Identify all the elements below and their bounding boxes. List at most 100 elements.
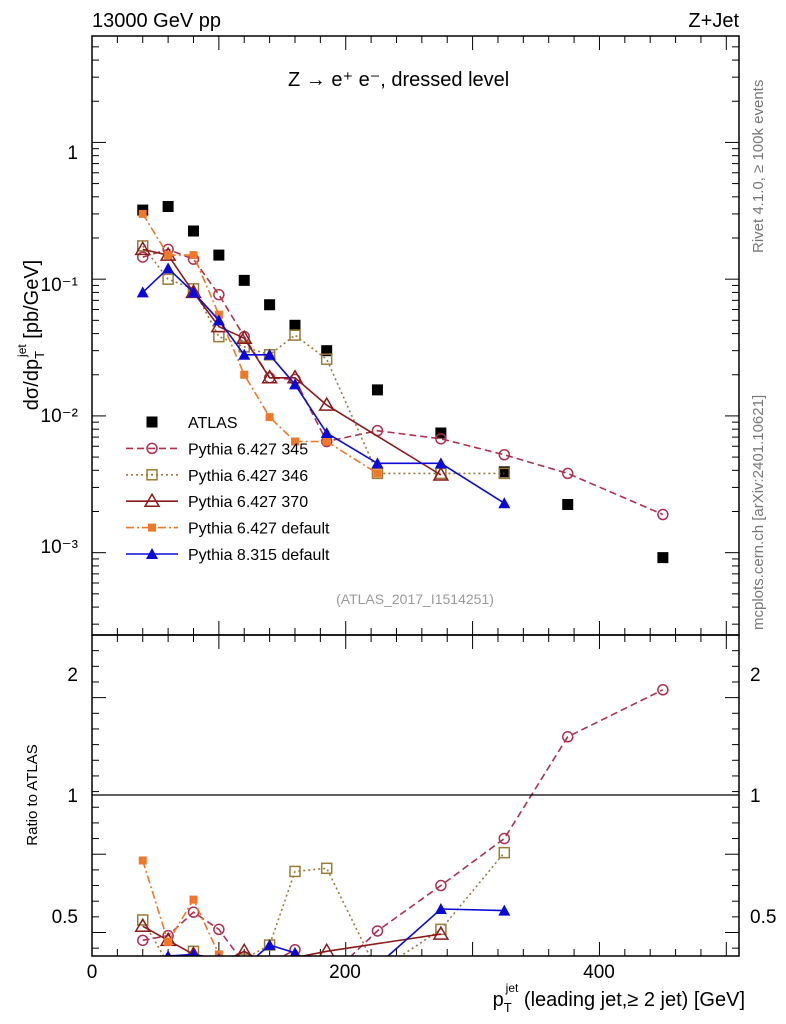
data-point-pythia-6-427-370	[318, 396, 336, 411]
ratio-point-pythia-6-427-345	[561, 731, 574, 743]
legend-marker	[148, 523, 156, 532]
ratio-point-pythia-6-427-345	[435, 879, 447, 892]
data-point-atlas	[213, 249, 225, 261]
data-point-atlas	[187, 225, 199, 237]
process-label: Z → e⁺ e⁻, dressed level	[288, 69, 509, 91]
ratio-point-pythia-6-427-370	[319, 942, 335, 956]
ratio-series-pythia-8-315-default	[137, 903, 511, 977]
ratio-point-pythia-6-427-345	[136, 934, 149, 947]
data-point-pythia-6-427-346	[136, 240, 149, 252]
ratio-line-pythia-6-427-345	[142, 689, 664, 956]
ratio-point-pythia-6-427-default	[164, 937, 173, 946]
ratio-point-pythia-6-427-345	[498, 832, 511, 845]
top-panel-series	[134, 200, 669, 564]
data-point-pythia-8-315-default	[434, 457, 447, 469]
ratio-point-pythia-8-315-default	[434, 903, 447, 915]
data-point-pythia-6-427-345	[136, 251, 149, 263]
ratio-point-pythia-8-315-default	[137, 966, 149, 977]
ratio-panel-series	[134, 684, 669, 993]
legend-entry-atlas: ATLAS	[146, 415, 238, 432]
legend-marker	[143, 492, 161, 507]
data-point-pythia-6-427-345	[435, 433, 447, 445]
xtick-label-0: 0	[87, 962, 98, 983]
ratio-point-pythia-8-315-default	[164, 950, 172, 956]
data-point-pythia-6-427-default	[138, 209, 147, 218]
data-point-pythia-6-427-default	[373, 469, 382, 478]
ratio-point-pythia-6-427-345	[265, 959, 275, 969]
ratio-ytick-label-right-1: 1	[750, 786, 761, 807]
ratio-point-pythia-6-427-346	[214, 967, 224, 977]
data-point-pythia-8-315-default	[288, 378, 301, 390]
ratio-point-pythia-6-427-346	[498, 846, 511, 859]
ratio-point-pythia-6-427-346	[320, 862, 333, 875]
top-ytick-label-1: 1	[67, 143, 78, 164]
ratio-point-pythia-6-427-default	[291, 985, 299, 993]
ratio-point-pythia-6-427-345	[371, 925, 384, 937]
ratio-point-pythia-6-427-346	[289, 865, 301, 878]
ratio-line-pythia-6-427-default	[141, 860, 222, 956]
data-point-atlas	[435, 427, 447, 439]
legend-label: Pythia 6.427 370	[188, 494, 308, 511]
ratio-point-pythia-6-427-346	[238, 953, 250, 956]
data-point-pythia-6-427-345	[213, 288, 225, 301]
top-panel-frame	[91, 35, 740, 636]
data-point-pythia-6-427-346	[213, 330, 225, 343]
ratio-point-pythia-6-427-370	[218, 955, 220, 956]
data-point-pythia-6-427-345	[561, 467, 574, 480]
legend-label: Pythia 6.427 345	[188, 441, 308, 458]
ratio-point-pythia-6-427-346	[136, 914, 149, 926]
legend-marker	[146, 548, 158, 559]
ratio-point-pythia-8-315-default	[238, 961, 250, 972]
series-pythia-6-427-370	[134, 240, 450, 481]
top-ytick-label-3: 10⁻²	[41, 406, 79, 427]
legend-marker	[146, 469, 158, 481]
ratio-point-pythia-6-427-346	[163, 959, 173, 969]
data-point-pythia-8-315-default	[187, 286, 200, 298]
ratio-point-pythia-8-315-default	[498, 904, 511, 916]
top-axis-ticks	[91, 35, 739, 635]
data-point-atlas	[321, 345, 333, 357]
ratio-point-pythia-6-427-default	[138, 856, 147, 865]
xtick-label-400: 400	[583, 962, 615, 983]
legend-entry-pythia-8-315-default: Pythia 8.315 default	[126, 547, 330, 564]
data-point-pythia-8-315-default	[238, 348, 251, 360]
legend: ATLAS Pythia 6.427 345 Pythia 6.427 346 Pyt…	[126, 415, 330, 564]
ratio-ytick-label-right-05: 0.5	[750, 907, 776, 928]
x-axis-label: pTjet (leading jet,≥ 2 jet) [GeV]	[493, 981, 745, 1015]
series-pythia-8-315-default	[136, 262, 511, 509]
data-point-atlas	[238, 274, 250, 286]
ratio-ytick-label-left-1: 1	[67, 786, 78, 807]
data-point-atlas	[498, 466, 510, 478]
top-ytick-label-2: 10⁻¹	[41, 275, 79, 296]
legend-entry-pythia-6-427-345: Pythia 6.427 345	[126, 441, 308, 458]
data-point-pythia-6-427-default	[164, 251, 173, 260]
data-point-pythia-8-315-default	[212, 314, 225, 326]
ratio-point-pythia-6-427-default	[373, 968, 381, 976]
data-point-atlas	[264, 299, 276, 311]
legend-entry-pythia-6-427-346: Pythia 6.427 346	[126, 468, 308, 485]
data-point-pythia-6-427-default	[189, 251, 198, 260]
data-point-pythia-6-427-default	[240, 370, 249, 379]
data-point-pythia-6-427-346	[371, 467, 384, 480]
series-line-pythia-6-427-346	[142, 245, 505, 475]
data-point-pythia-8-315-default	[162, 262, 175, 274]
legend-entry-pythia-6-427-default: Pythia 6.427 default	[126, 521, 330, 538]
data-point-pythia-8-315-default	[498, 497, 511, 509]
data-point-pythia-6-427-346	[498, 467, 511, 480]
data-point-atlas	[162, 200, 174, 212]
ratio-ylabel: Ratio to ATLAS	[24, 744, 41, 845]
header-left: 13000 GeV pp	[92, 10, 221, 32]
data-point-pythia-6-427-346	[320, 353, 333, 365]
data-point-pythia-6-427-345	[657, 508, 669, 521]
legend-label: Pythia 8.315 default	[188, 547, 330, 564]
series-line-pythia-6-427-370	[142, 248, 442, 476]
top-ytick-label-4: 10⁻³	[41, 537, 79, 558]
legend-marker	[146, 416, 158, 428]
ratio-point-pythia-6-427-345	[213, 923, 225, 936]
xtick-label-200: 200	[329, 962, 361, 983]
data-point-atlas	[371, 384, 383, 396]
ratio-point-pythia-6-427-345	[239, 959, 249, 969]
ratio-point-pythia-8-315-default	[371, 959, 383, 970]
data-point-pythia-6-427-345	[498, 449, 511, 461]
